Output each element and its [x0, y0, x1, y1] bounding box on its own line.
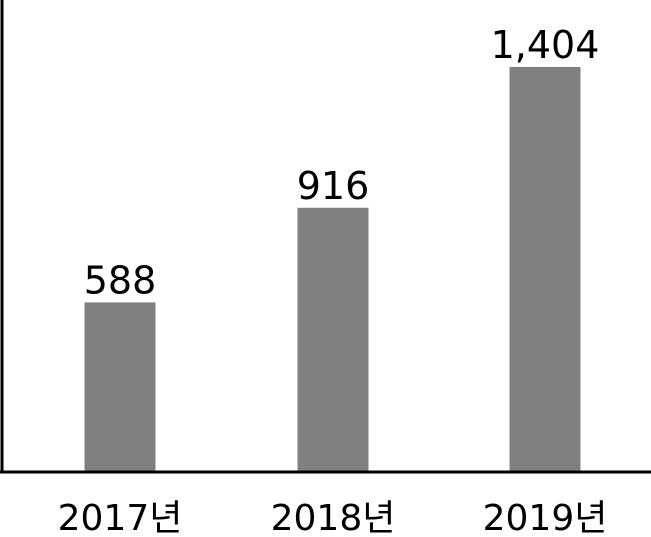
bar-2018년 [297, 207, 369, 472]
bar-group [84, 67, 581, 472]
value-label: 588 [84, 258, 157, 302]
value-label-group: 588 916 1,404 [84, 23, 600, 302]
category-label: 2019년 [483, 498, 608, 537]
value-label: 916 [297, 164, 370, 208]
category-label: 2018년 [271, 498, 396, 537]
value-label: 1,404 [491, 23, 600, 67]
category-label: 2017년 [58, 498, 183, 537]
category-label-group: 2017년 2018년 2019년 [58, 498, 608, 537]
bar-2017년 [84, 302, 156, 472]
bar-2019년 [509, 67, 581, 472]
